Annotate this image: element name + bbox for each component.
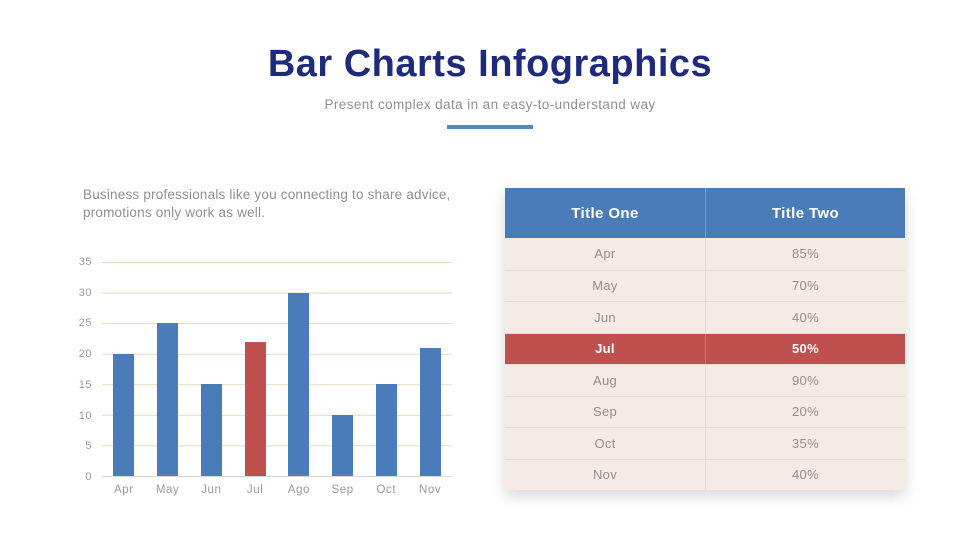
x-axis-label: Oct xyxy=(376,484,397,496)
x-axis-label: Jun xyxy=(201,484,222,496)
table-row: Apr 85% xyxy=(505,238,905,270)
bars-group xyxy=(102,262,452,476)
bar-apr xyxy=(113,353,135,476)
page-subtitle: Present complex data in an easy-to-under… xyxy=(324,96,656,112)
y-axis-label: 5 xyxy=(85,440,92,453)
bar-sep xyxy=(332,414,354,476)
month-cell: Jun xyxy=(594,309,616,325)
value-cell: 50% xyxy=(705,333,905,364)
table-row: May 70% xyxy=(505,269,905,301)
bar-oct xyxy=(375,384,397,476)
bar-may xyxy=(157,323,179,476)
chart-body: 35 30 25 20 15 10 5 0 xyxy=(70,256,452,483)
x-axis-label: Sep xyxy=(331,484,354,496)
bar-chart: 35 30 25 20 15 10 5 0 xyxy=(70,256,452,496)
value-cell: 90% xyxy=(705,365,905,396)
bar-nov xyxy=(419,347,441,476)
table-row-highlighted: Jul 50% xyxy=(505,332,905,364)
month-cell: May xyxy=(592,278,618,294)
y-axis-label: 35 xyxy=(78,256,92,268)
x-axis-label: Jul xyxy=(246,484,264,496)
y-axis-label: 25 xyxy=(78,317,92,330)
month-cell: Sep xyxy=(592,404,618,420)
month-cell: Apr xyxy=(594,246,616,262)
bar-jul-highlight xyxy=(244,341,266,476)
bar-ago xyxy=(288,292,310,476)
y-axis-label: 15 xyxy=(78,378,92,391)
value-cell: 40% xyxy=(705,302,905,333)
table-row: Nov 40% xyxy=(505,458,905,490)
table-row: Aug 90% xyxy=(505,364,905,396)
x-axis-label: Apr xyxy=(114,484,134,496)
x-axis-label: Nov xyxy=(418,484,442,496)
bar-jun xyxy=(200,384,222,476)
x-axis: Apr May Jun Jul Ago Sep Oct Nov xyxy=(102,484,452,496)
table-row: Oct 35% xyxy=(505,427,905,459)
value-cell: 85% xyxy=(705,238,905,270)
plot-area xyxy=(102,262,452,477)
x-axis-label: Ago xyxy=(287,484,310,496)
x-axis-label: May xyxy=(155,484,180,496)
value-cell: 35% xyxy=(705,428,905,459)
y-axis-label: 10 xyxy=(78,409,92,422)
table-header-title-two: Title Two xyxy=(705,188,905,238)
table-header: Title One Title Two xyxy=(505,188,905,238)
data-table: Title One Title Two Apr 85% May 70% Jun … xyxy=(505,188,905,490)
y-axis-label: 30 xyxy=(78,286,92,299)
y-axis: 35 30 25 20 15 10 5 0 xyxy=(70,256,94,483)
value-cell: 40% xyxy=(705,459,905,490)
month-cell: Aug xyxy=(592,372,618,388)
table-header-title-one: Title One xyxy=(571,204,639,222)
table-row: Sep 20% xyxy=(505,395,905,427)
value-cell: 70% xyxy=(705,270,905,301)
table-row: Jun 40% xyxy=(505,301,905,333)
month-cell: Nov xyxy=(592,467,618,483)
page-title: Bar Charts Infographics xyxy=(267,43,713,85)
y-axis-label: 20 xyxy=(78,348,92,361)
title-divider xyxy=(447,124,533,129)
month-cell: Oct xyxy=(594,435,616,451)
y-axis-label: 0 xyxy=(85,471,92,483)
month-cell: Jul xyxy=(595,341,615,357)
chart-description: Business professionals like you connecti… xyxy=(83,187,451,220)
value-cell: 20% xyxy=(705,396,905,427)
